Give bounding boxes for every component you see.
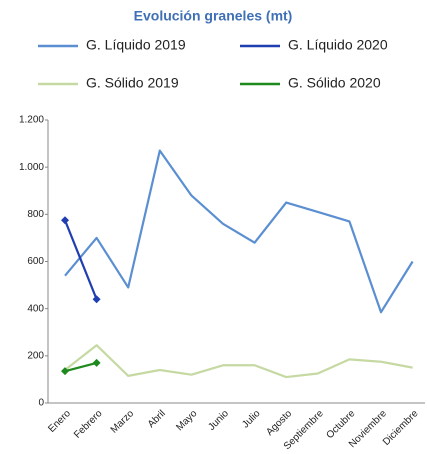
legend-text: G. Líquido 2019 bbox=[86, 37, 186, 53]
legend-text: G. Sólido 2019 bbox=[86, 75, 179, 91]
x-tick-label: Junio bbox=[206, 408, 231, 433]
legend-text: G. Sólido 2020 bbox=[288, 75, 381, 91]
x-tick-label: Diciembre bbox=[381, 408, 421, 448]
point-marker bbox=[61, 367, 69, 376]
y-tick-label: 1.200 bbox=[19, 115, 44, 126]
series-line bbox=[64, 149, 414, 314]
y-tick-label: 1.000 bbox=[19, 162, 44, 173]
y-tick-label: 0 bbox=[38, 398, 44, 409]
series-line bbox=[64, 344, 413, 379]
x-tick-label: Julio bbox=[240, 408, 263, 431]
x-tick-label: Marzo bbox=[109, 408, 137, 436]
y-tick-label: 400 bbox=[27, 303, 44, 314]
x-tick-label: Agosto bbox=[264, 408, 294, 438]
point-marker bbox=[92, 358, 101, 367]
series-line bbox=[64, 361, 97, 373]
y-tick-label: 200 bbox=[27, 350, 44, 361]
x-tick-label: Febrero bbox=[72, 408, 105, 441]
y-tick-label: 600 bbox=[27, 256, 44, 267]
series-line bbox=[63, 219, 98, 300]
point-marker bbox=[92, 295, 101, 304]
chart-title: Evolución graneles (mt) bbox=[134, 8, 293, 24]
x-tick-label: Abril bbox=[146, 408, 168, 430]
x-tick-label: Enero bbox=[46, 408, 73, 435]
point-marker bbox=[61, 216, 69, 225]
legend-text: G. Líquido 2020 bbox=[288, 37, 388, 53]
x-tick-label: Mayo bbox=[174, 408, 199, 433]
y-tick-label: 800 bbox=[27, 209, 44, 220]
